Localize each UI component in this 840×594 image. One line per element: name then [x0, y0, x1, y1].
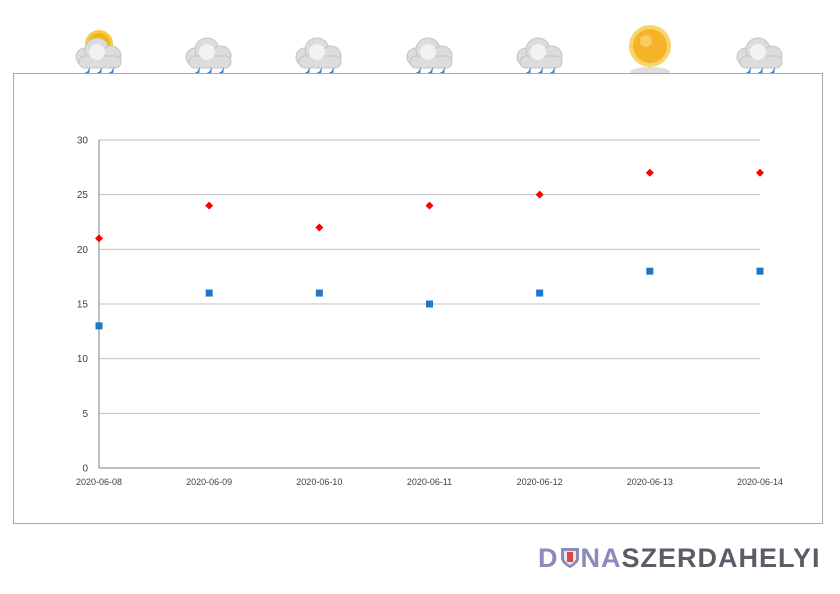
max-temp-point	[645, 168, 654, 177]
chart-frame	[13, 73, 823, 524]
min-temp-point	[426, 300, 433, 308]
min-temp-point	[205, 289, 213, 297]
max-temp-point	[535, 190, 544, 199]
max-temp-point	[425, 201, 434, 210]
min-temp-point	[95, 322, 103, 330]
y-tick-label: 0	[82, 464, 88, 475]
x-tick-label: 2020-06-13	[627, 477, 673, 487]
logo-text-szerdahelyi: SZERDAHELYI	[621, 543, 821, 573]
logo-emblem-icon	[560, 548, 579, 568]
max-temp-point	[315, 223, 324, 232]
x-tick-label: 2020-06-12	[517, 477, 563, 487]
min-temp-point	[756, 267, 764, 275]
x-tick-label: 2020-06-09	[186, 477, 232, 487]
site-logo: D NASZERDAHELYI	[538, 543, 821, 574]
y-tick-label: 15	[77, 300, 89, 311]
x-tick-label: 2020-06-08	[76, 477, 122, 487]
y-tick-label: 5	[82, 409, 88, 420]
rain-icon	[398, 22, 462, 94]
max-temp-point	[205, 201, 214, 210]
x-tick-label: 2020-06-11	[407, 477, 452, 487]
y-tick-label: 25	[77, 190, 89, 201]
max-temp-point	[756, 168, 764, 177]
logo-text-d: D	[538, 543, 559, 573]
y-tick-label: 10	[77, 354, 89, 365]
y-tick-label: 20	[77, 245, 89, 256]
rain-icon	[508, 22, 572, 94]
min-temp-point	[536, 289, 544, 297]
max-temp-point	[95, 234, 103, 243]
min-temp-point	[315, 289, 323, 297]
logo-text-na: NA	[580, 543, 622, 573]
x-tick-label: 2020-06-14	[737, 477, 783, 487]
y-tick-label: 30	[77, 136, 89, 147]
min-temp-point	[646, 267, 654, 275]
x-tick-label: 2020-06-10	[296, 477, 342, 487]
